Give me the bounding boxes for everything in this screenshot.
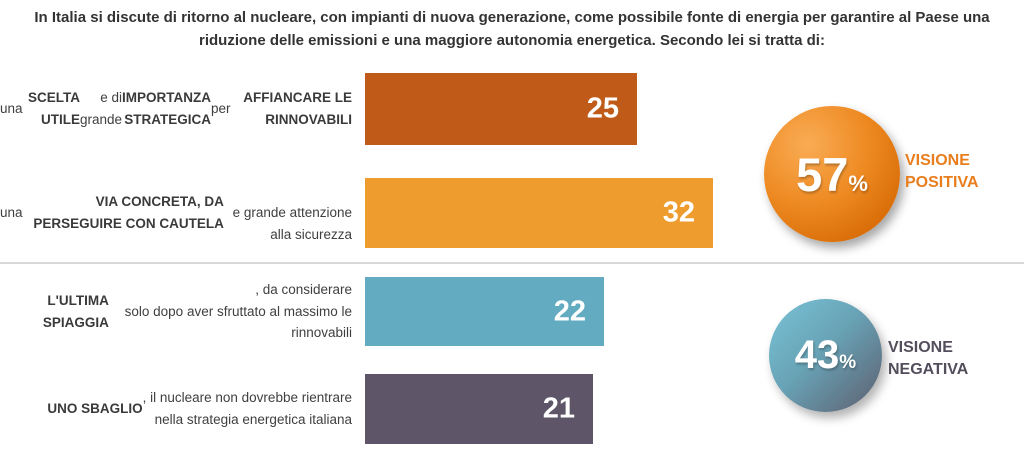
negative-percent: 43 % (795, 333, 856, 378)
positive-percent-value: 57 (796, 147, 849, 201)
bar-value: 25 (586, 92, 619, 125)
bar-uno-sbaglio: 21 (365, 374, 593, 444)
percent-sign: % (839, 352, 857, 373)
positive-share-circle: 57 % (764, 106, 900, 242)
divider-line (0, 262, 1024, 264)
bar-label: L'ULTIMA SPIAGGIA, da considerare solo d… (42, 282, 352, 341)
bar-ultima-spiaggia: 22 (365, 277, 604, 346)
bar-row: una VIA CONCRETA, DA PERSEGUIRE CON CAUT… (0, 178, 713, 248)
bar-label: una VIA CONCRETA, DA PERSEGUIRE CON CAUT… (0, 194, 352, 242)
bar-value: 22 (553, 295, 586, 327)
positive-percent: 57 % (796, 147, 868, 202)
bar-row: L'ULTIMA SPIAGGIA, da considerare solo d… (0, 277, 604, 346)
bar-scelta-utile: 25 (365, 73, 637, 145)
bar-row: una SCELTA UTILE e di grande IMPORTANZA … (0, 73, 637, 145)
negative-share-circle: 43 % (769, 299, 882, 412)
bar-value: 21 (542, 392, 575, 425)
bar-row: UNO SBAGLIO, il nucleare non dovrebbe ri… (0, 374, 593, 444)
negative-vision-label: VISIONE NEGATIVA (888, 339, 969, 379)
percent-sign: % (848, 170, 868, 196)
bar-label: una SCELTA UTILE e di grande IMPORTANZA … (0, 90, 352, 127)
bar-via-concreta: 32 (365, 178, 713, 248)
bar-value: 32 (662, 196, 695, 229)
positive-vision-label: VISIONE POSITIVA (905, 152, 979, 192)
bar-label: UNO SBAGLIO, il nucleare non dovrebbe ri… (47, 390, 352, 427)
chart-title: In Italia si discute di ritorno al nucle… (34, 9, 990, 49)
negative-percent-value: 43 (794, 333, 840, 377)
